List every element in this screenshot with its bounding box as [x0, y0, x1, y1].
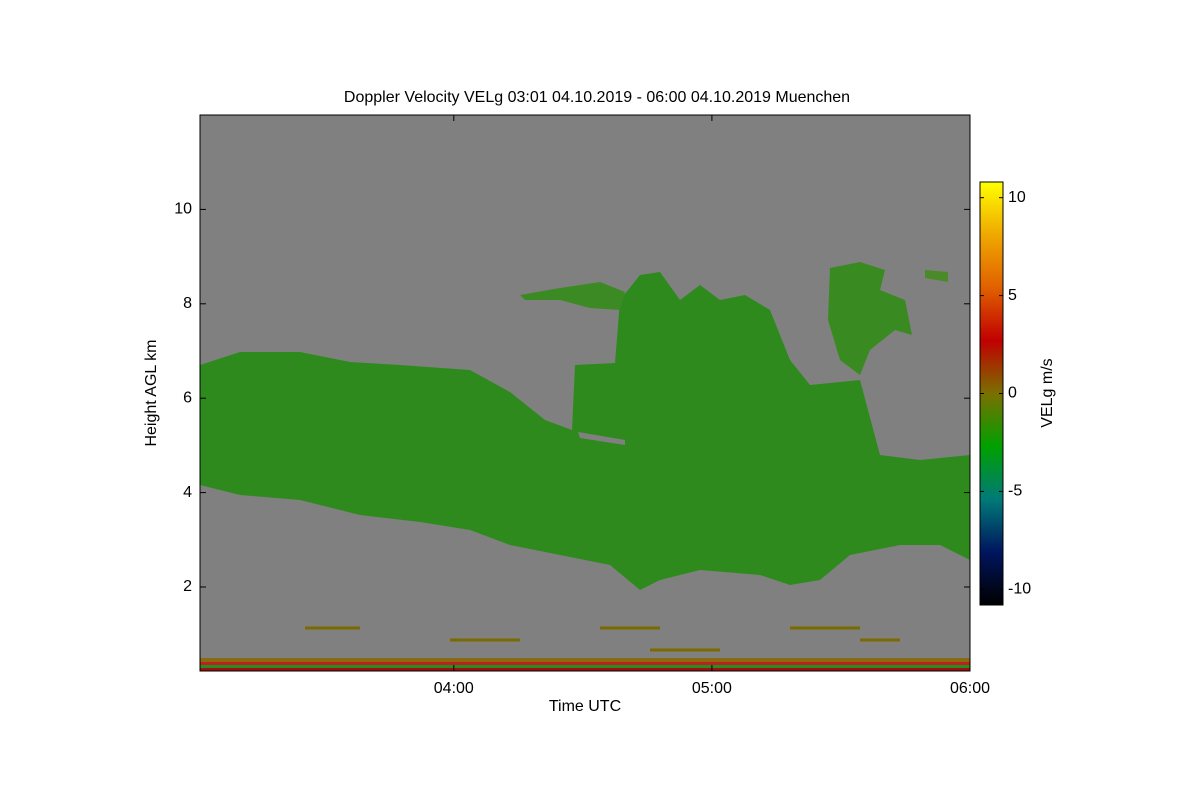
y-tick-label: 4 [183, 484, 192, 501]
y-axis-label: Height AGL km [143, 339, 160, 446]
x-axis-label: Time UTC [549, 698, 621, 715]
colorbar-tick-label: 0 [1008, 385, 1017, 402]
chart-title: Doppler Velocity VELg 03:01 04.10.2019 -… [344, 89, 850, 106]
cloud-patch [520, 282, 625, 310]
cloud-patch [828, 262, 912, 375]
cloud-patch [925, 270, 948, 282]
x-tick-label: 06:00 [950, 680, 990, 697]
colorbar-tick-label: 5 [1008, 287, 1017, 304]
colorbar-tick-label: -5 [1008, 483, 1022, 500]
colorbar-label: VELg m/s [1039, 358, 1056, 427]
clutter-band [200, 662, 970, 665]
cloud-layer [200, 272, 970, 590]
ground-echo [305, 626, 900, 652]
colorbar-tick-label: -10 [1008, 581, 1031, 598]
y-tick-label: 2 [183, 578, 192, 595]
clutter-band [200, 665, 970, 668]
y-tick-label: 8 [183, 295, 192, 312]
x-tick-label: 05:00 [692, 680, 732, 697]
cloud-gap [578, 432, 625, 445]
echo-field [200, 262, 970, 671]
clutter-band [200, 658, 970, 662]
y-tick-label: 10 [174, 201, 192, 218]
x-tick-label: 04:00 [434, 680, 474, 697]
colorbar-tick-label: 10 [1008, 189, 1026, 206]
plot-frame [199, 114, 971, 672]
clutter-band [200, 668, 970, 671]
y-tick-label: 6 [183, 389, 192, 406]
